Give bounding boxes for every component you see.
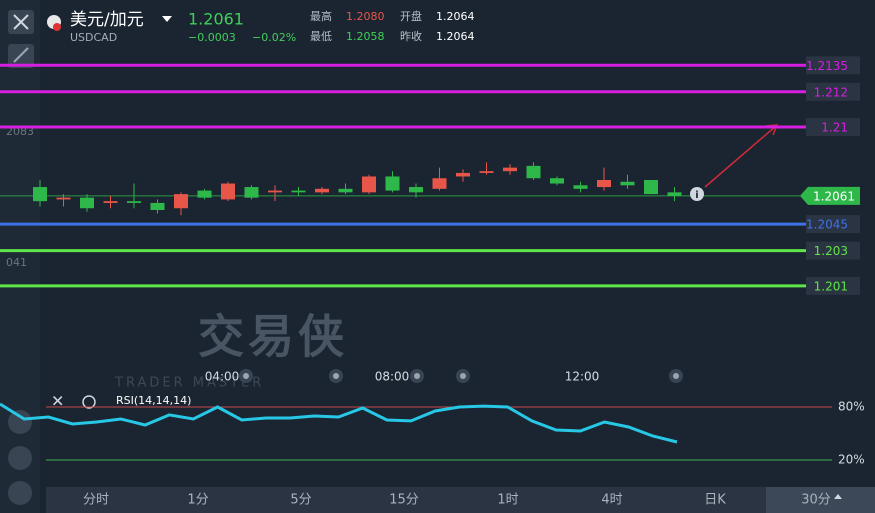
value: 1.2064 [436,10,475,23]
marker-dot [243,373,249,379]
candle-body [291,190,306,193]
candle-body [338,188,353,193]
candle-body [479,171,494,173]
candle-body [573,185,588,189]
caret [834,494,842,499]
pair-name: 美元/加元 [70,10,144,30]
tool-button[interactable] [8,410,32,434]
candle-body [268,190,282,193]
marker-dot [414,373,420,379]
flag-icon [53,23,61,31]
label: 最高 [310,9,332,23]
trend-arrow [704,124,779,188]
watermark: 交易侠 [198,310,348,364]
label: 昨收 [400,29,422,43]
rsi-level-label: 20% [838,453,865,467]
watermark: TRADER MASTER [114,376,264,391]
marker-dot [460,373,466,379]
timeframe[interactable]: 日K [704,493,726,508]
price-label: 1.201 [814,279,848,293]
candle-body [80,197,94,209]
rsi-label: RSI(14,14,14) [116,394,191,407]
candle-body [150,202,165,210]
marker-dot [673,373,679,379]
settings-icon[interactable] [82,395,96,409]
candle-body [56,197,71,200]
candle-body [103,201,118,203]
shrink-icon [13,47,29,63]
change: −0.0003 [188,31,236,44]
timeframe[interactable]: 1时 [497,493,518,508]
candle-body [644,180,658,195]
timeframe[interactable]: 30分 [801,493,831,508]
timeframe-bar [46,487,875,513]
value: 1.2064 [436,30,475,43]
dropdown[interactable] [162,16,172,22]
candle-body [409,187,423,193]
label: 开盘 [400,9,422,23]
value: 1.2080 [346,10,385,23]
timeframe[interactable]: 4时 [601,493,622,508]
price-label: 1.2045 [806,218,848,232]
candle-body [385,176,400,191]
candle-body [550,178,564,184]
info-icon[interactable] [690,187,704,201]
time-label: 04:00 [205,370,240,384]
price: 1.2061 [188,10,244,29]
candle-body [526,165,541,179]
candle-body [33,187,47,202]
candle-body [127,201,141,203]
candle-body [456,172,470,177]
price-tag [806,118,860,137]
price-label: 1.2061 [813,189,855,203]
timeframe[interactable]: 15分 [389,493,419,508]
value: 1.2058 [346,30,385,43]
price-tag [806,82,860,101]
timeframe[interactable]: 分时 [83,493,109,508]
price-label: 1.203 [814,244,848,258]
candle-body [362,176,376,193]
price-tag [806,56,860,75]
change-pct: −0.02% [252,31,296,44]
rsi-line [0,402,678,444]
tool-button[interactable] [8,446,32,470]
close-indicator[interactable]: ✕ [51,392,64,411]
candle-body [244,187,259,198]
label: 最低 [310,30,332,43]
candle-body [221,183,235,200]
time-label: 08:00 [375,370,410,384]
faint-label: 041 [6,256,27,269]
candle-body [620,181,635,186]
price-tag [806,276,860,295]
price-tag [806,215,860,234]
candle-body [667,192,682,196]
candle-body [503,167,517,172]
rsi-level-label: 80% [838,399,865,413]
time-label: 12:00 [565,370,600,384]
marker-dot [333,373,339,379]
tool-button[interactable] [8,481,32,505]
price-label: 1.2135 [806,59,848,73]
active-timeframe [766,487,875,513]
candle-body [315,188,329,193]
candle-body [174,194,188,209]
close-icon [13,14,29,30]
timeframe[interactable]: 1分 [187,493,208,508]
price-label: 1.21 [821,121,848,135]
info-glyph: i [695,190,698,201]
candle-body [597,180,611,188]
candle-body [432,178,447,189]
price-tag [806,241,860,260]
price-tag [800,186,860,205]
price-label: 1.212 [814,85,848,99]
symbol: USDCAD [70,31,117,44]
candle-body [197,190,212,198]
timeframe[interactable]: 5分 [290,493,311,508]
